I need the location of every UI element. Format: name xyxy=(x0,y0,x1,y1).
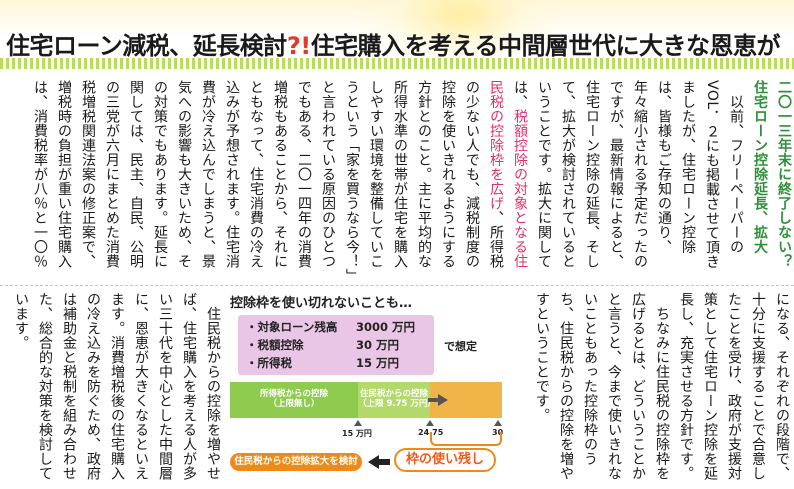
condition-value: 3000 万円 xyxy=(356,320,416,334)
article-title: 住宅ローン減税、延長検討?!住宅購入を考える中間層世代に大きな恩恵が xyxy=(6,26,780,61)
deduction-figure: 控除枠を使い切れないことも… ・対象ローン残高 3000 万円 ・税額控除 30 万… xyxy=(230,290,503,480)
assumption-label: で想定 xyxy=(444,340,477,353)
title-stripe-divider xyxy=(0,58,794,69)
bar-left-label-sub: （上限無し） xyxy=(268,399,320,409)
bar-left-label: 所得税からの控除 （上限無し） xyxy=(244,389,344,409)
unused-range-brace xyxy=(430,432,502,446)
bar-mid-label-text: 住民税からの控除 xyxy=(359,389,428,399)
paragraph-3-text: ちなみに住民税の控除枠を広げるとは、どういうことかと言うと、今まで使いきれないこ… xyxy=(534,292,670,481)
proposal-pill: 住民税からの控除拡大を検討 xyxy=(230,453,362,471)
section-divider xyxy=(0,285,794,286)
condition-loan-balance: ・対象ローン残高 3000 万円 xyxy=(246,319,415,335)
conditions-box: ・対象ローン残高 3000 万円 ・税額控除 30 万円 ・所得税 15 万円 xyxy=(238,315,434,375)
condition-label: ・対象ローン残高 xyxy=(246,320,338,334)
tick-marker-30 xyxy=(494,420,502,426)
article-paragraph-1: 以前、フリーペーパーのVOL．２にも掲載させて頂きましたが、住宅ローン控除は、皆… xyxy=(28,80,748,280)
condition-label: ・所得税 xyxy=(246,356,292,370)
unused-allowance-label: 枠の使い残し xyxy=(394,448,496,472)
headline-banner: 住宅ローン減税、延長検討?!住宅購入を考える中間層世代に大きな恩恵が xyxy=(0,0,794,70)
arrow-left-icon xyxy=(368,455,379,469)
figure-title: 控除枠を使い切れないことも… xyxy=(230,296,413,311)
bar-resident-tax-deduction xyxy=(358,382,430,418)
bar-left-label-text: 所得税からの控除 xyxy=(259,389,328,399)
article-body-bottom-left: 住民税からの控除を増やせば、住宅購入を考える人が多い三十代を中心とした中間層に、… xyxy=(0,292,225,482)
tick-marker-24-75 xyxy=(426,420,434,426)
paragraph-1-text: 以前、フリーペーパーのVOL．２にも掲載させて頂きましたが、住宅ローン控除は、皆… xyxy=(512,80,744,270)
condition-value: 15 万円 xyxy=(356,356,400,370)
condition-tax-credit: ・税額控除 30 万円 xyxy=(246,337,399,353)
paragraph-1-end: 、所得税の少ない人でも、減税制度の控除を使いきれるようにする方針とのこと。主に平… xyxy=(32,80,504,276)
article-paragraph-2: になる、それぞれの段階で、十分に支援することで合意したことを受け、政府が支援対策… xyxy=(678,292,790,481)
article-body-top: 二〇一三年末に終了しない？住宅ローン控除延長、拡大 以前、フリーペーパーのVOL… xyxy=(6,80,794,280)
article-paragraph-3: ちなみに住民税の控除枠を広げるとは、どういうことかと言うと、今まで使いきれないこ… xyxy=(530,292,674,482)
bar-mid-label-sub: （上限 9.75 万円） xyxy=(358,399,436,409)
article-body-bottom-right: になる、それぞれの段階で、十分に支援することで合意したことを受け、政府が支援対策… xyxy=(505,292,794,482)
title-text-before: 住宅ローン減税、延長検討 xyxy=(6,32,287,60)
bar-income-tax-deduction xyxy=(230,382,358,418)
article-paragraph-4: 住民税からの控除を増やせば、住宅購入を考える人が多い三十代を中心とした中間層に、… xyxy=(9,292,225,482)
tick-marker-15 xyxy=(354,420,362,426)
arrow-left-icon-stem xyxy=(378,459,390,465)
arrow-right-icon-stem xyxy=(428,398,438,402)
arrow-right-icon xyxy=(438,394,448,406)
title-exclaim-mark: ?! xyxy=(286,32,311,60)
title-text-after: 住宅購入を考える中間層世代に大きな恩恵が xyxy=(310,32,781,60)
condition-label: ・税額控除 xyxy=(246,338,304,352)
condition-value: 30 万円 xyxy=(356,338,400,352)
bar-mid-label: 住民税からの控除 （上限 9.75 万円） xyxy=(358,389,436,409)
paragraph-4-text: 住民税からの控除を増やせば、住宅購入を考える人が多い三十代を中心とした中間層に、… xyxy=(13,292,221,481)
article-lead: 二〇一三年末に終了しない？住宅ローン控除延長、拡大 xyxy=(752,80,792,269)
paragraph-1-highlight: 税額控除の対象となる住民税の控除枠を広げ xyxy=(488,80,528,269)
condition-income-tax: ・所得税 15 万円 xyxy=(246,355,399,371)
tick-label-15: 15 万円 xyxy=(342,429,372,438)
